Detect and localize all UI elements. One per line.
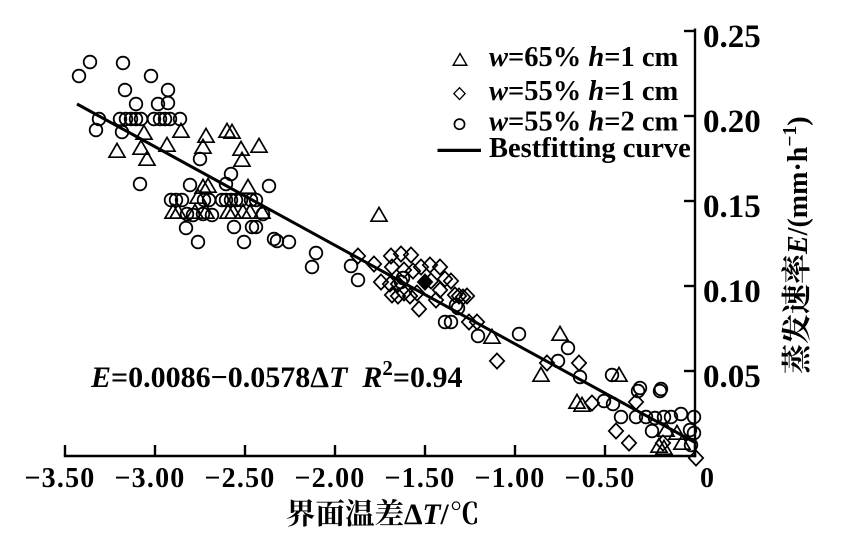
svg-text:−2.50: −2.50 — [205, 463, 276, 494]
svg-text:w=55% h=1 cm: w=55% h=1 cm — [489, 76, 679, 107]
svg-text:w=55% h=2 cm: w=55% h=2 cm — [489, 107, 679, 138]
svg-text:ΔT/: ΔT/ — [404, 499, 450, 531]
svg-text:0.20: 0.20 — [703, 104, 761, 140]
svg-text:0.25: 0.25 — [703, 19, 761, 55]
svg-text:E=0.0086−0.0578ΔT R2=0.94: E=0.0086−0.0578ΔT R2=0.94 — [90, 356, 462, 394]
svg-text:0: 0 — [700, 463, 714, 494]
svg-text:0.05: 0.05 — [703, 359, 761, 395]
svg-text:0.15: 0.15 — [703, 189, 761, 225]
svg-text:w=65% h=1 cm: w=65% h=1 cm — [489, 42, 679, 73]
svg-text:−1.00: −1.00 — [475, 463, 546, 494]
svg-text:−2.00: −2.00 — [295, 463, 366, 494]
svg-text:Bestfitting curve: Bestfitting curve — [489, 133, 691, 164]
svg-text:−3.50: −3.50 — [25, 463, 96, 494]
svg-text:0.10: 0.10 — [703, 274, 761, 310]
svg-text:−1.50: −1.50 — [385, 463, 456, 494]
svg-text:−0.50: −0.50 — [565, 463, 636, 494]
svg-text:−3.00: −3.00 — [115, 463, 186, 494]
